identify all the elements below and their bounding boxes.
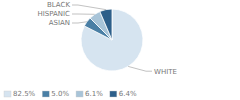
legend-item: 5.0% [42,90,69,98]
slice-label: BLACK [47,1,70,9]
leader-line [72,14,95,15]
leader-line [72,5,106,10]
legend-label: 82.5% [13,90,36,98]
legend-label: 5.0% [51,90,69,98]
slice-label: HISPANIC [37,10,70,18]
legend-item: 6.4% [110,90,137,98]
pie-slice [100,9,112,40]
legend-label: 6.4% [119,90,137,98]
legend-swatch [110,91,117,97]
legend-swatch [76,91,83,97]
pie-slice [81,9,143,71]
legend-item: 6.1% [76,90,103,98]
slice-label: WHITE [154,68,177,76]
legend-item: 82.5% [4,90,36,98]
chart: WHITE ASIANHISPANICBLACK 82.5% 5.0% 6.1% 6.4% [0,0,240,100]
leader-line [72,22,87,23]
legend-swatch [4,91,11,97]
legend-swatch [42,91,49,97]
pie: WHITE ASIANHISPANICBLACK [37,1,176,75]
slice-label: ASIAN [49,19,70,27]
legend-label: 6.1% [85,90,103,98]
leader-line [128,66,152,71]
legend: 82.5% 5.0% 6.1% 6.4% [4,90,137,98]
